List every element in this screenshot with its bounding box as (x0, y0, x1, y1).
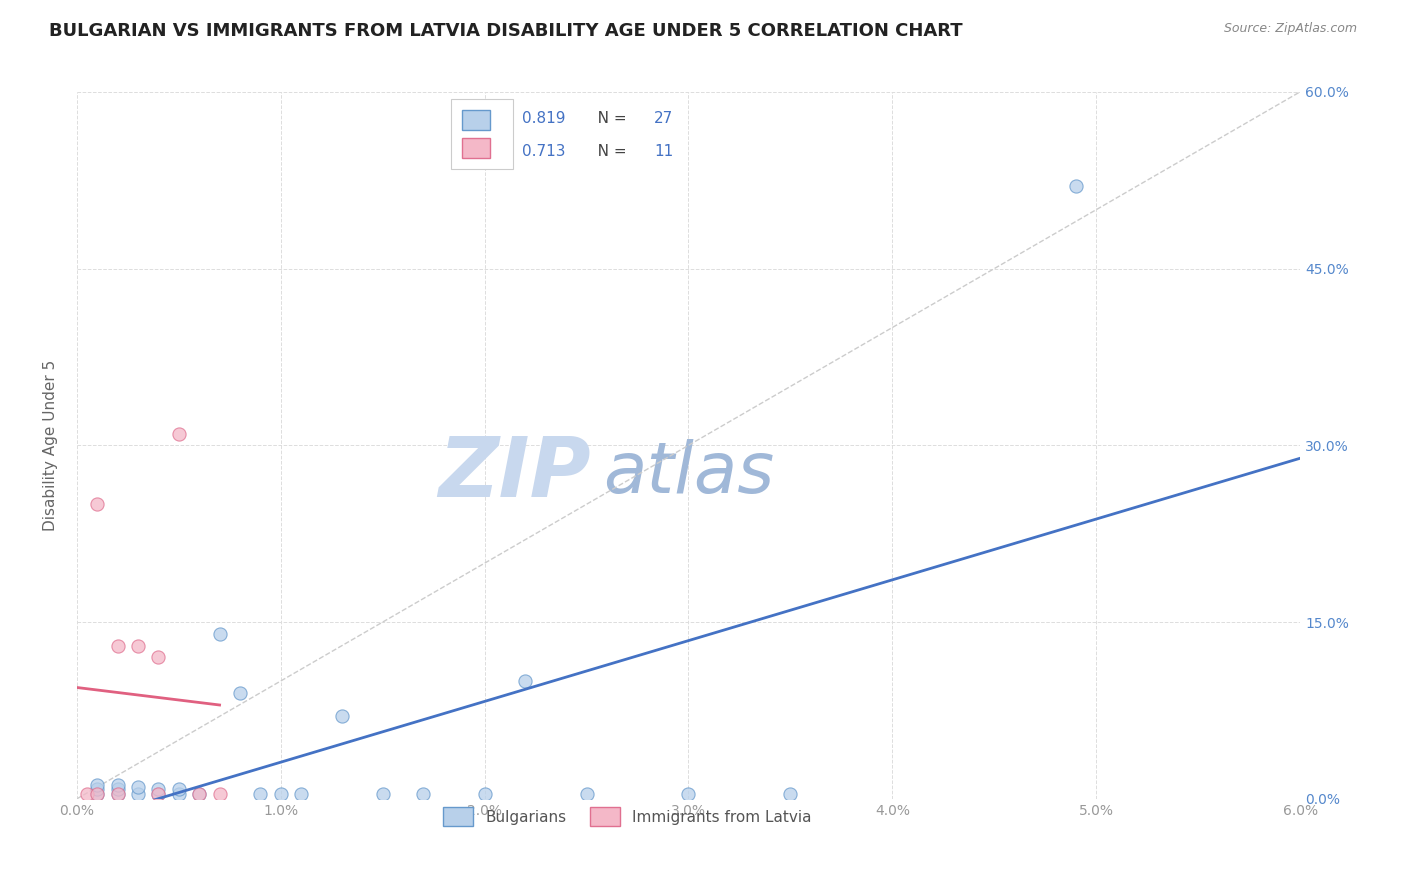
Point (678, 787, 700, 801)
Text: R =: R = (472, 145, 506, 159)
Point (249, 787, 271, 801)
Text: R =: R = (472, 112, 506, 127)
Point (1064, 179, 1087, 194)
Point (86, 787, 108, 801)
Text: BULGARIAN VS IMMIGRANTS FROM LATVIA DISABILITY AGE UNDER 5 CORRELATION CHART: BULGARIAN VS IMMIGRANTS FROM LATVIA DISA… (49, 22, 963, 40)
Point (270, 787, 292, 801)
Point (148, 782, 170, 797)
Point (148, 650, 170, 665)
Text: N =: N = (583, 112, 631, 127)
Text: Source: ZipAtlas.com: Source: ZipAtlas.com (1223, 22, 1357, 36)
Text: 11: 11 (654, 145, 673, 159)
Text: 27: 27 (654, 112, 673, 127)
Point (127, 780, 149, 794)
Point (86, 782, 108, 797)
Point (107, 787, 129, 801)
Point (148, 787, 170, 801)
Point (86, 778, 108, 792)
Point (188, 787, 211, 801)
Point (167, 787, 190, 801)
Point (188, 787, 211, 801)
Point (76, 787, 98, 801)
Point (107, 778, 129, 792)
Point (412, 787, 434, 801)
Text: N =: N = (583, 145, 631, 159)
Point (167, 426, 190, 441)
Text: atlas: atlas (603, 439, 773, 508)
Point (127, 639, 149, 653)
Point (779, 787, 801, 801)
Point (371, 787, 394, 801)
Point (86, 787, 108, 801)
Point (107, 787, 129, 801)
Point (290, 787, 312, 801)
Point (107, 639, 129, 653)
Text: 0.819: 0.819 (522, 112, 565, 127)
Point (107, 782, 129, 797)
Point (474, 787, 496, 801)
Text: 0.713: 0.713 (522, 145, 565, 159)
Point (86, 497, 108, 511)
Point (148, 787, 170, 801)
Point (208, 787, 231, 801)
Point (167, 782, 190, 797)
Point (515, 673, 537, 688)
Point (575, 787, 598, 801)
Text: ZIP: ZIP (439, 434, 591, 514)
Point (229, 686, 252, 700)
Legend: Bulgarians, Immigrants from Latvia: Bulgarians, Immigrants from Latvia (434, 800, 820, 834)
Point (208, 627, 231, 641)
Y-axis label: Disability Age Under 5: Disability Age Under 5 (44, 359, 58, 531)
Point (127, 787, 149, 801)
Point (330, 709, 353, 723)
